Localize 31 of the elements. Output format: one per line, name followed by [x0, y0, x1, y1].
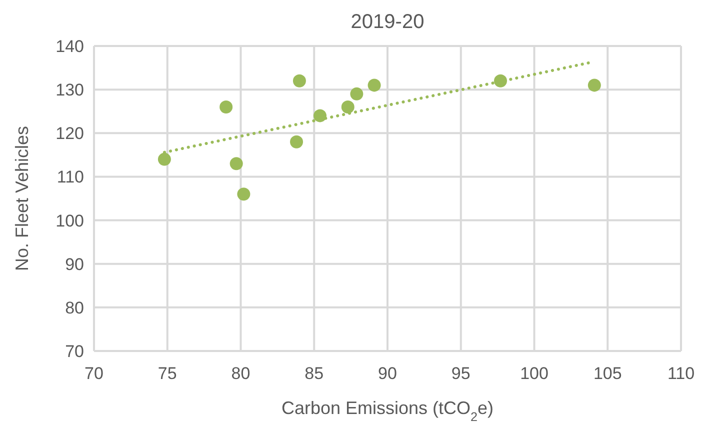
- x-tick-label: 110: [667, 364, 695, 383]
- y-tick-label: 90: [65, 254, 84, 274]
- point: [341, 100, 354, 114]
- y-tick-label: 80: [65, 298, 84, 318]
- point: [368, 78, 381, 92]
- point: [220, 100, 233, 114]
- point: [313, 109, 326, 122]
- y-tick-label: 140: [56, 37, 84, 56]
- x-tick-label: 100: [520, 364, 548, 383]
- y-tick-label: 130: [56, 80, 84, 100]
- x-tick-label: 70: [84, 364, 104, 383]
- point: [237, 188, 250, 201]
- y-tick-label: 100: [56, 211, 84, 230]
- x-tick-label: 90: [378, 364, 397, 383]
- point: [230, 157, 243, 170]
- point: [588, 78, 601, 92]
- point: [158, 152, 171, 166]
- x-tick-label: 105: [593, 364, 622, 383]
- point: [292, 74, 306, 88]
- point: [290, 135, 304, 148]
- x-tick-label: 95: [451, 364, 470, 383]
- x-tick-label: 75: [158, 364, 177, 383]
- y-tick-label: 110: [56, 168, 84, 187]
- chart-title: 2019-20: [350, 11, 424, 33]
- y-tick-label: 70: [65, 342, 84, 361]
- x-tick-label: 80: [231, 364, 250, 383]
- x-tick-label: 85: [304, 364, 324, 383]
- y-tick-label: 120: [56, 124, 84, 144]
- point: [350, 87, 364, 100]
- x-axis-title: Carbon Emissions (tCO$_{2}$e): [281, 398, 494, 424]
- y-axis-title: No. Fleet Vehicles: [12, 126, 32, 272]
